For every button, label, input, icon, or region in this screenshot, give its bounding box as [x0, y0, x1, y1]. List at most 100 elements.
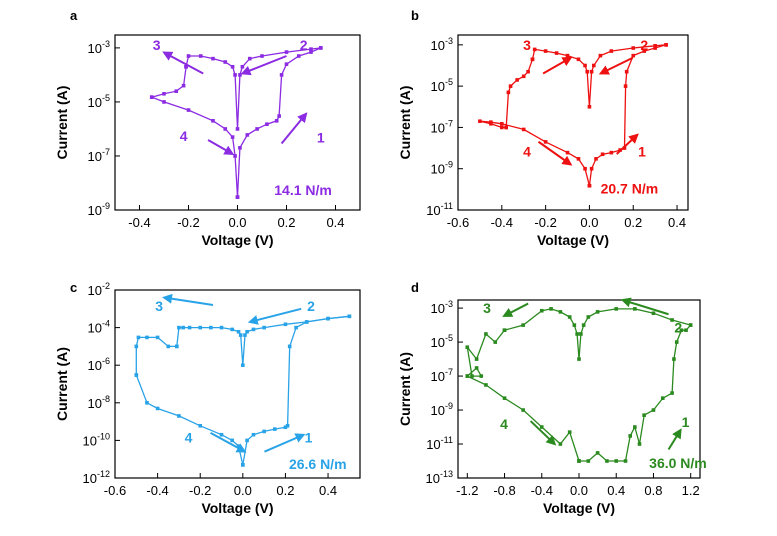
data-point [174, 89, 179, 93]
data-point [576, 57, 581, 62]
data-point [287, 344, 292, 349]
data-point [155, 406, 160, 411]
x-tick-label: -0.2 [177, 215, 199, 230]
data-point [549, 307, 553, 311]
data-point [679, 328, 684, 333]
data-point [238, 73, 242, 77]
data-point [262, 325, 266, 330]
data-point [587, 183, 592, 188]
panel-a: a -0.4 -0.2 0.0 0.2 0.4 10-9 10-7 10-5 10-3 Voltag… [54, 8, 361, 248]
data-point [145, 335, 149, 340]
data-point [223, 60, 228, 64]
data-point [255, 127, 259, 131]
panel-c: c-0.6 -0.4 -0.2 0.0 0.2 0.410-1210-1010-810-6… [54, 280, 361, 516]
series-line [236, 47, 322, 198]
data-point [614, 307, 619, 311]
data-point [484, 332, 488, 336]
data-point [186, 54, 191, 58]
data-point [642, 413, 646, 417]
x-tick-label: -1.2 [456, 483, 478, 498]
data-point [558, 310, 563, 314]
y-axis-label: Current (A) [54, 86, 70, 160]
plot-frame [114, 289, 361, 479]
data-point [624, 69, 629, 74]
y-axis-label: Current (A) [397, 86, 413, 160]
surface-tension-label: 36.0 N/m [649, 455, 707, 471]
data-point [478, 119, 482, 124]
x-tick-label: -0.6 [447, 215, 469, 230]
data-point [688, 323, 693, 327]
data-point [502, 396, 507, 400]
x-tick-label: -0.6 [104, 483, 126, 498]
x-tick-label: -0.4 [491, 215, 513, 230]
sweep-arrow [264, 433, 306, 453]
data-point [187, 325, 192, 330]
sweep-step-label: 1 [317, 130, 325, 146]
sweep-arrow [502, 302, 529, 317]
series-line [135, 374, 244, 466]
data-point [600, 152, 605, 157]
series-line [588, 44, 667, 186]
data-point [162, 100, 166, 104]
sweep-arrow [207, 139, 235, 155]
data-point [614, 459, 619, 463]
data-point [595, 310, 600, 314]
data-point [251, 327, 256, 332]
x-tick-label: 0.2 [624, 215, 642, 230]
series-line [151, 96, 239, 198]
sweep-step-label: 2 [674, 320, 682, 336]
data-point [238, 146, 242, 150]
data-point [230, 64, 235, 69]
data-point [181, 325, 185, 330]
data-point [245, 133, 250, 137]
data-point [605, 459, 609, 463]
sweep-arrow [537, 140, 573, 166]
data-point [219, 325, 224, 330]
data-point [595, 451, 600, 455]
data-point [521, 323, 525, 327]
data-point [309, 47, 313, 51]
data-point [474, 366, 479, 370]
y-tick-label: 10-4 [88, 319, 110, 336]
x-tick-label: 0.0 [234, 483, 252, 498]
data-point [489, 120, 493, 124]
data-point [651, 408, 656, 412]
data-point [576, 157, 581, 161]
data-point [294, 325, 298, 330]
x-tick-label: 0.0 [580, 215, 598, 230]
y-tick-label: 10-2 [88, 281, 110, 298]
sweep-step-label: 2 [640, 37, 648, 53]
data-point [296, 54, 301, 58]
data-point [243, 333, 247, 337]
x-tick-label: 0.4 [607, 483, 625, 498]
x-tick-label: 0.2 [277, 215, 295, 230]
data-point [134, 373, 139, 377]
data-point [609, 150, 614, 155]
surface-tension-label: 26.6 N/m [289, 456, 347, 472]
y-tick-label: 10-7 [431, 367, 453, 384]
data-point [592, 63, 596, 68]
y-tick-label: 10-11 [426, 435, 453, 452]
data-point [651, 311, 656, 316]
y-tick-label: 10-8 [88, 394, 110, 411]
y-tick-label: 10-7 [431, 118, 453, 135]
sweep-arrow [210, 432, 247, 453]
series-line [504, 308, 691, 360]
x-tick-label: 0.8 [644, 483, 662, 498]
panel-letter: a [70, 8, 78, 23]
sweep-step-label: 1 [638, 144, 646, 160]
data-point [155, 335, 160, 340]
sweep-step-label: 1 [682, 414, 690, 430]
data-point [184, 64, 188, 69]
sweep-arrow [598, 56, 634, 75]
sweep-arrow [529, 420, 557, 446]
x-tick-label: 0.4 [319, 483, 337, 498]
y-axis-label: Current (A) [397, 352, 413, 426]
data-point [539, 308, 544, 313]
data-point [586, 459, 591, 463]
data-point [326, 316, 330, 321]
data-point [465, 374, 470, 378]
data-point [162, 91, 166, 96]
data-point [653, 43, 657, 48]
